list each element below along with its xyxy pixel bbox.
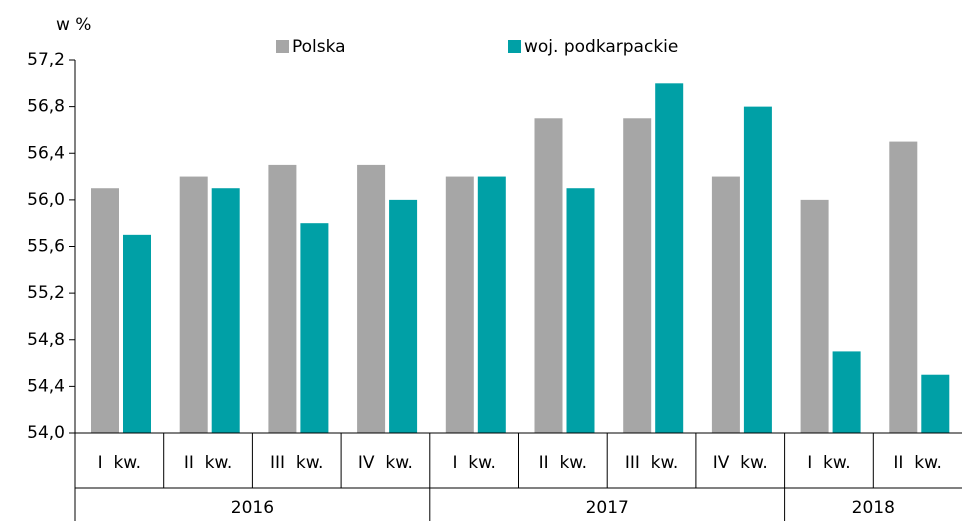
bar [566, 188, 595, 433]
x-tick-label: IV kw. [358, 453, 413, 473]
bar [91, 188, 119, 433]
bar [921, 374, 950, 433]
y-tick-label: 56,0 [27, 190, 65, 210]
bar [800, 199, 829, 433]
y-tick-label: 54,8 [27, 330, 65, 350]
x-group-label: 2016 [231, 498, 274, 518]
y-tick-label: 56,8 [27, 97, 65, 117]
bar [743, 106, 772, 433]
x-tick-label: III kw. [625, 453, 678, 473]
y-tick-label: 55,2 [27, 283, 65, 303]
legend-label: Polska [292, 37, 346, 57]
y-tick-label: 57,2 [27, 50, 65, 70]
x-tick-label: II kw. [184, 453, 232, 473]
legend-swatch [508, 40, 521, 53]
x-tick-label: IV kw. [713, 453, 768, 473]
legend-swatch [276, 40, 289, 53]
x-tick-label: III kw. [270, 453, 323, 473]
x-tick-label: II kw. [893, 453, 941, 473]
x-tick-label: I kw. [452, 453, 495, 473]
x-group-label: 2018 [852, 498, 895, 518]
bar [832, 351, 861, 433]
x-group-label: 2017 [586, 498, 629, 518]
bar [211, 188, 240, 433]
bar [889, 141, 918, 433]
y-tick-label: 56,4 [27, 143, 65, 163]
y-tick-label: 55,6 [27, 237, 65, 257]
bar [477, 176, 506, 433]
x-tick-label: I kw. [807, 453, 850, 473]
bar [268, 164, 297, 433]
bar [123, 234, 151, 433]
bar [357, 164, 386, 433]
bar [300, 223, 329, 433]
y-axis-label: w % [56, 15, 91, 35]
x-tick-label: I kw. [98, 453, 141, 473]
bar [534, 118, 563, 433]
bar [389, 199, 418, 433]
bar [711, 176, 740, 433]
bar [445, 176, 474, 433]
bar [179, 176, 208, 433]
bar [623, 118, 652, 433]
y-tick-label: 54,0 [27, 423, 65, 443]
x-tick-label: II kw. [539, 453, 587, 473]
legend-label: woj. podkarpackie [524, 37, 678, 57]
y-tick-label: 54,4 [27, 376, 65, 396]
bar [655, 83, 684, 433]
